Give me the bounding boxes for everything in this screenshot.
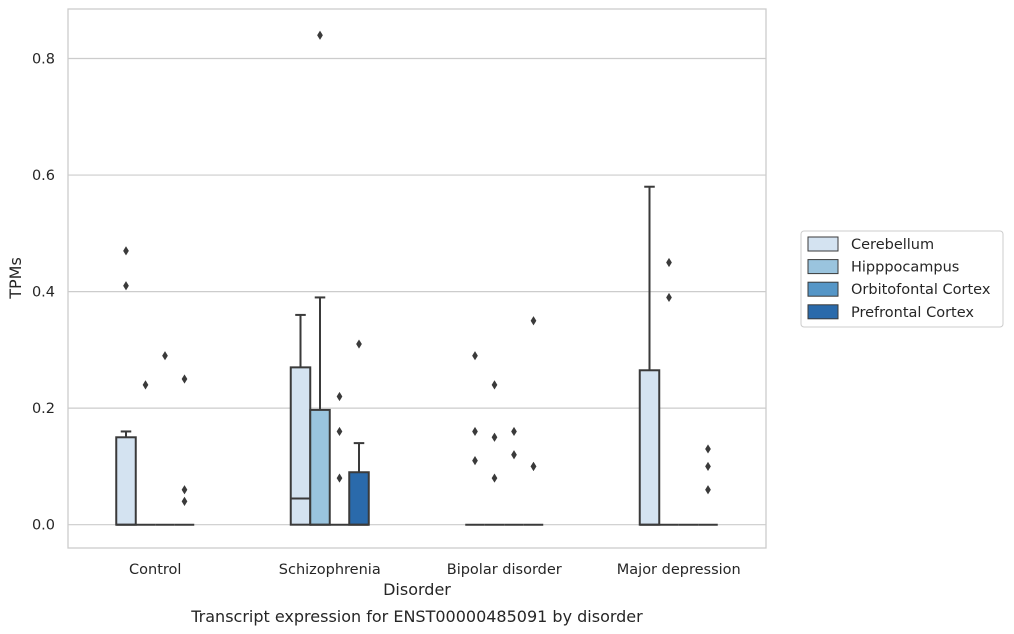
box bbox=[289, 366, 312, 526]
box-group bbox=[348, 339, 370, 526]
box-group bbox=[135, 380, 156, 526]
outlier-point bbox=[336, 426, 343, 437]
outlier-point bbox=[511, 450, 517, 460]
y-tick-label: 0.4 bbox=[32, 285, 55, 301]
box-group bbox=[329, 391, 350, 526]
outlier-point bbox=[336, 473, 343, 483]
box-group bbox=[115, 246, 137, 526]
box-group bbox=[504, 426, 524, 526]
box-group bbox=[523, 316, 544, 526]
boxes bbox=[115, 30, 718, 526]
outlier-point bbox=[162, 351, 168, 361]
chart-caption: Transcript expression for ENST0000048509… bbox=[190, 607, 643, 626]
box bbox=[309, 408, 331, 526]
outlier-point bbox=[491, 380, 498, 390]
plot-area: 0.0 0.2 0.4 0.6 0.8 Control Schizophrenia Bipo… bbox=[32, 8, 767, 578]
outlier-point bbox=[705, 461, 711, 472]
outlier-point bbox=[356, 339, 362, 349]
y-axis-label: TPMs bbox=[6, 257, 25, 300]
outlier-point bbox=[530, 316, 537, 326]
legend-swatch bbox=[807, 259, 839, 275]
outlier-point bbox=[511, 426, 517, 437]
outlier-point bbox=[530, 461, 537, 472]
outlier-point bbox=[123, 281, 129, 291]
outlier-point bbox=[491, 432, 498, 442]
box-group bbox=[289, 313, 312, 526]
legend-swatch bbox=[807, 281, 839, 297]
legend-label: Prefrontal Cortex bbox=[851, 305, 974, 321]
outlier-point bbox=[666, 292, 672, 303]
outlier-point bbox=[491, 473, 498, 483]
legend-label: Orbitofontal Cortex bbox=[851, 282, 991, 298]
outlier-point bbox=[472, 455, 478, 466]
x-tick-label: Control bbox=[129, 562, 181, 578]
outlier-point bbox=[472, 426, 478, 437]
outlier-point bbox=[705, 444, 711, 454]
x-tick-label: Bipolar disorder bbox=[447, 562, 562, 578]
x-axis-ticks: Control Schizophrenia Bipolar disorder Majo… bbox=[129, 562, 741, 578]
legend-frame bbox=[800, 230, 1004, 328]
outlier-point bbox=[472, 351, 478, 361]
box-group bbox=[659, 257, 679, 526]
y-tick-label: 0.0 bbox=[32, 518, 55, 534]
legend-label: Hipppocampus bbox=[851, 260, 959, 276]
outlier-point bbox=[181, 496, 188, 506]
legend-swatch bbox=[807, 236, 839, 252]
box-group bbox=[309, 30, 331, 526]
outlier-point bbox=[181, 485, 188, 495]
y-tick-label: 0.8 bbox=[32, 52, 55, 68]
x-axis-label: Disorder bbox=[383, 580, 451, 599]
box-group bbox=[174, 374, 195, 526]
box-group bbox=[638, 185, 661, 526]
y-axis-ticks: 0.0 0.2 0.4 0.6 0.8 bbox=[32, 52, 55, 534]
x-tick-label: Schizophrenia bbox=[279, 562, 381, 578]
box bbox=[115, 436, 137, 526]
legend-swatch bbox=[807, 304, 839, 320]
box bbox=[638, 369, 661, 526]
outlier-point bbox=[123, 246, 129, 256]
legend-label: Cerebellum bbox=[851, 237, 934, 253]
box-group bbox=[698, 444, 718, 526]
box-group bbox=[155, 351, 175, 526]
outlier-point bbox=[142, 380, 149, 390]
outlier-point bbox=[705, 485, 711, 495]
legend: Cerebellum Hipppocampus Orbitofontal Corte… bbox=[800, 230, 1004, 328]
box-group bbox=[484, 380, 505, 526]
outlier-point bbox=[317, 30, 323, 40]
plot-frame bbox=[67, 8, 767, 549]
outlier-point bbox=[181, 374, 188, 384]
y-tick-label: 0.6 bbox=[32, 168, 55, 184]
x-tick-label: Major depression bbox=[617, 562, 741, 578]
y-tick-label: 0.2 bbox=[32, 401, 55, 417]
outlier-point bbox=[336, 391, 343, 402]
outlier-point bbox=[666, 257, 672, 268]
box bbox=[348, 471, 370, 526]
box-group bbox=[465, 351, 485, 526]
